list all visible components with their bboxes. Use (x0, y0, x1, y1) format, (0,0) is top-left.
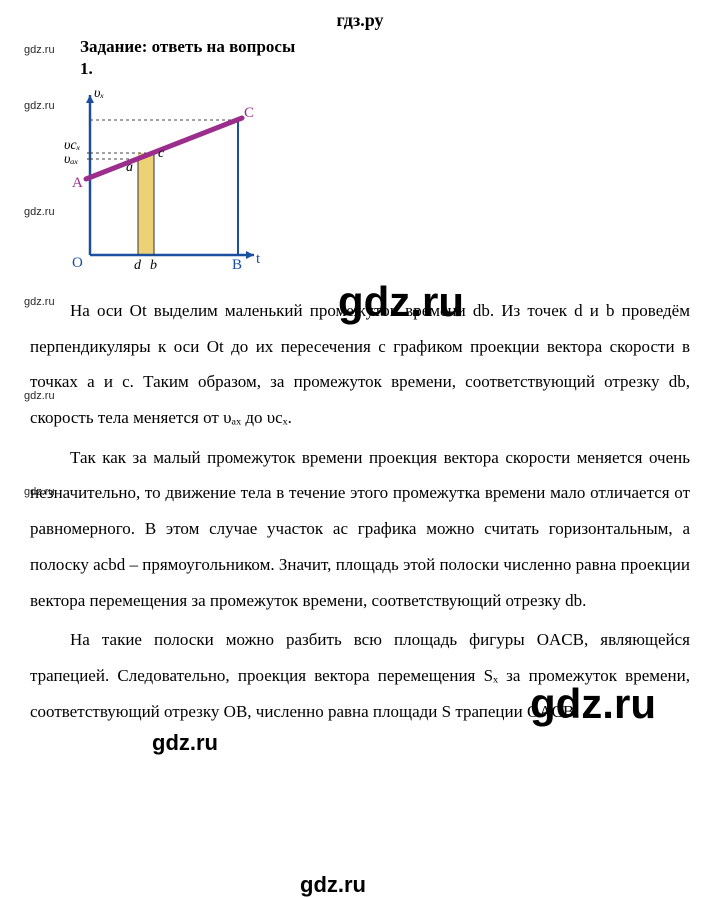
svg-text:d: d (134, 258, 142, 273)
svg-text:υcₓ: υcₓ (64, 138, 81, 153)
task-line: Задание: ответь на вопросы (30, 37, 690, 57)
velocity-chart: υₓ t O A C B d b a c υₐₓ υcₓ (30, 85, 690, 285)
watermark-footer: gdz.ru (300, 872, 366, 898)
paragraph-3: На такие полоски можно разбить всю площа… (30, 622, 690, 729)
page-header: гдз.ру (30, 10, 690, 31)
svg-text:A: A (72, 175, 83, 191)
svg-text:C: C (244, 105, 254, 121)
svg-text:υₐₓ: υₐₓ (64, 152, 79, 167)
svg-text:υₓ: υₓ (94, 86, 104, 101)
svg-text:a: a (126, 160, 133, 175)
item-number: 1. (30, 59, 690, 79)
svg-text:t: t (256, 251, 261, 267)
svg-text:B: B (232, 257, 242, 273)
paragraph-1: На оси Ot выделим маленький промежуток в… (30, 293, 690, 436)
svg-text:c: c (158, 146, 165, 161)
svg-text:O: O (72, 255, 83, 271)
svg-text:b: b (150, 258, 157, 273)
paragraph-2: Так как за малый промежуток времени прое… (30, 440, 690, 618)
